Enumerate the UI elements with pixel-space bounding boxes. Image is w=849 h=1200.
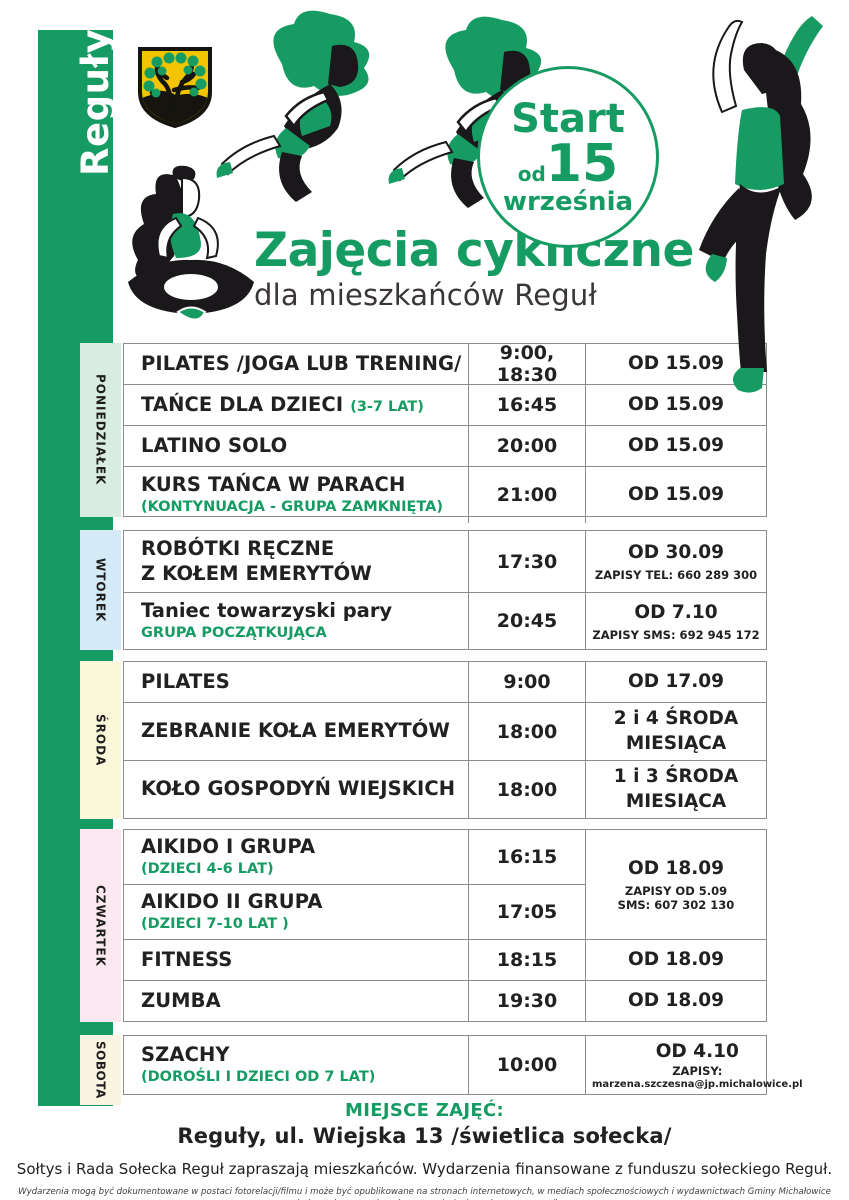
footer-invite-line: Sołtys i Rada Sołecka Reguł zapraszają m… (16, 1160, 833, 1178)
activity-note: (DZIECI 4-6 LAT) (141, 861, 274, 878)
day-label-sobota: SOBOTA (80, 1035, 121, 1105)
schedule-table-sroda: PILATES 9:00 OD 17.09 ZEBRANIE KOŁA EMER… (123, 661, 767, 819)
time-cell: 20:00 (468, 425, 585, 466)
banner: Reguły 2025 (38, 0, 118, 178)
date-cell: OD 15.09 (585, 425, 766, 466)
time-cell: 18:15 (468, 939, 585, 980)
activity-cell: TAŃCE DLA DZIECI (3-7 LAT) (124, 384, 468, 425)
footer-fineprint-line1: Wydarzenia mogą być dokumentowane w post… (18, 1187, 831, 1200)
activity-cell: AIKIDO II GRUPA (DZIECI 7-10 LAT ) (124, 884, 468, 939)
time-cell: 17:05 (468, 884, 585, 939)
time-cell: 18:00 (468, 760, 585, 818)
date-note: SMS: 607 302 130 (617, 898, 735, 913)
activity-note: (DOROŚLI I DZIECI OD 7 LAT) (141, 1069, 376, 1086)
header: Zajęcia cykliczne dla mieszkańców Reguł (254, 223, 694, 313)
activity-cell: KURS TAŃCA W PARACH (KONTYNUACJA - GRUPA … (124, 466, 468, 523)
activity-note: GRUPA POCZĄTKUJĄCA (141, 625, 327, 642)
activity-cell: PILATES (141, 669, 230, 693)
date-note: ZAPISY OD 5.09 (624, 884, 728, 899)
date-cell: OD 15.09 (585, 344, 766, 384)
date-cell: OD 18.09 (585, 980, 766, 1021)
footer: MIEJSCE ZAJĘĆ: Reguły, ul. Wiejska 13 /ś… (0, 1100, 849, 1200)
activity-note: (DZIECI 7-10 LAT ) (141, 916, 289, 933)
coat-of-arms-icon (138, 47, 212, 129)
time-cell: 16:45 (468, 384, 585, 425)
time-cell: 21:00 (468, 466, 585, 524)
time-cell: 19:30 (468, 980, 585, 1021)
activity-cell: KOŁO GOSPODYŃ WIEJSKICH (124, 760, 468, 818)
date-cell: OD 7.10 ZAPISY SMS: 692 945 172 (585, 592, 766, 650)
activity-cell: ZEBRANIE KOŁA EMERYTÓW (124, 702, 468, 760)
badge-month-text: września (502, 187, 634, 218)
activity-cell: ROBÓTKI RĘCZNE Z KOŁEM EMERYTÓW (141, 537, 372, 585)
date-cell: 2 i 4 ŚRODA MIESIĄCA (585, 702, 766, 760)
yoga-pose-figure-illustration (699, 16, 823, 393)
schedule-table-poniedzialek: PILATES /JOGA LUB TRENING/ 9:00, 18:30 O… (123, 342, 767, 524)
date-cell: 1 i 3 ŚRODA MIESIĄCA (585, 760, 766, 818)
footer-fineprint: Wydarzenia mogą być dokumentowane w post… (0, 1186, 849, 1200)
footer-place-label: MIEJSCE ZAJĘĆ: (345, 1100, 504, 1121)
date-note: ZAPISY: (672, 1064, 723, 1079)
activity-cell: LATINO SOLO (124, 425, 468, 466)
date-cell: OD 17.09 (585, 662, 766, 702)
badge-day-number: 15 (545, 133, 619, 194)
date-note-email: marzena.szczesna@jp.michalowice.pl (592, 1079, 803, 1091)
activity-cell: AIKIDO I GRUPA (DZIECI 4-6 LAT) (141, 834, 316, 878)
runner-figure-1 (216, 10, 370, 202)
time-cell: 18:00 (468, 702, 585, 760)
page-title: Zajęcia cykliczne (254, 223, 694, 278)
date-cell: OD 15.09 (585, 466, 766, 524)
footer-address: Reguły, ul. Wiejska 13 /świetlica sołeck… (177, 1124, 672, 1148)
activity-cell: FITNESS (124, 939, 468, 980)
badge-date-row: od 15 (517, 133, 619, 194)
date-cell: OD 4.10 ZAPISY: marzena.szczesna@jp.mich… (585, 1036, 809, 1095)
activity-cell: SZACHY (DOROŚLI I DZIECI OD 7 LAT) (141, 1042, 376, 1086)
schedule-table-wtorek: ROBÓTKI RĘCZNE Z KOŁEM EMERYTÓW 17:30 OD… (123, 530, 767, 650)
banner-rotated-text: Reguły 2025 (38, 0, 118, 178)
activity-cell: ZUMBA (124, 980, 468, 1021)
date-cell: OD 15.09 (585, 384, 766, 425)
day-label-sroda: ŚRODA (80, 661, 121, 819)
time-cell: 9:00, 18:30 (468, 342, 585, 386)
activity-note: (KONTYNUACJA - GRUPA ZAMKNIĘTA) (141, 499, 443, 516)
activity-note-inline: (3-7 LAT) (350, 398, 424, 415)
day-label-poniedzialek: PONIEDZIAŁEK (80, 343, 121, 517)
time-cell: 17:30 (468, 531, 585, 592)
day-label-wtorek: WTOREK (80, 530, 121, 650)
time-cell: 9:00 (468, 662, 585, 702)
schedule-table-sobota: SZACHY (DOROŚLI I DZIECI OD 7 LAT) 10:00 … (123, 1035, 803, 1095)
time-cell: 20:45 (468, 592, 585, 650)
start-date-badge: Start od 15 września (477, 66, 659, 248)
activity-cell: Taniec towarzyski pary GRUPA POCZĄTKUJĄCA (124, 592, 468, 649)
activity-cell: PILATES /JOGA LUB TRENING/ (141, 351, 462, 375)
time-cell: 10:00 (468, 1036, 585, 1095)
meditating-figure-illustration (128, 165, 254, 321)
badge-start-text: Start (511, 95, 625, 142)
schedule-table-czwartek: AIKIDO I GRUPA (DZIECI 4-6 LAT) 16:15 OD … (123, 829, 767, 1022)
banner-year: 2025 (92, 0, 113, 22)
time-cell: 16:15 (468, 830, 585, 884)
date-cell: OD 18.09 (585, 939, 766, 980)
day-label-czwartek: CZWARTEK (80, 829, 121, 1022)
page-subtitle: dla mieszkańców Reguł (254, 278, 597, 313)
date-note: ZAPISY TEL: 660 289 300 (594, 568, 758, 583)
badge-od-text: od (517, 162, 546, 187)
date-cell-merged: OD 18.09 ZAPISY OD 5.09 SMS: 607 302 130 (585, 830, 766, 939)
banner-title: Reguły (74, 28, 118, 176)
date-note: ZAPISY SMS: 692 945 172 (592, 627, 760, 642)
date-cell: OD 30.09 ZAPISY TEL: 660 289 300 (585, 531, 766, 592)
